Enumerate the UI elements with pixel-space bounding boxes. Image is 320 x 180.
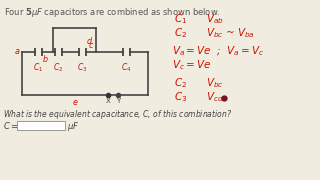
Text: $C_3$: $C_3$	[77, 61, 87, 73]
Text: d: d	[87, 37, 92, 46]
Text: $C_2$: $C_2$	[174, 76, 187, 90]
Text: Y: Y	[116, 98, 120, 104]
Text: $C_4$: $C_4$	[121, 61, 131, 73]
Text: $V_a = Ve$  ;  $V_a = V_c$: $V_a = Ve$ ; $V_a = V_c$	[172, 44, 264, 58]
Text: $V_{bc}$: $V_{bc}$	[206, 76, 224, 90]
Text: b: b	[43, 55, 48, 64]
Text: a: a	[15, 46, 20, 55]
Text: $C_1$: $C_1$	[33, 61, 43, 73]
Text: $C_1$: $C_1$	[174, 12, 187, 26]
Text: $V_c = Ve$: $V_c = Ve$	[172, 58, 211, 72]
Text: c: c	[89, 41, 93, 50]
Text: Four $\mathbf{5}\mu F$ capacitors are combined as shown below.: Four $\mathbf{5}\mu F$ capacitors are co…	[4, 6, 220, 19]
Text: $\mu F$: $\mu F$	[67, 120, 79, 133]
Text: What is the equivalent capacitance, $C$, of this combination?: What is the equivalent capacitance, $C$,…	[3, 108, 232, 121]
Text: $V_{cd}$: $V_{cd}$	[206, 90, 224, 104]
Text: e: e	[73, 98, 77, 107]
FancyBboxPatch shape	[17, 121, 65, 130]
Text: $V_{ab}$: $V_{ab}$	[206, 12, 224, 26]
Text: $C =$: $C =$	[3, 120, 19, 131]
Text: $C_2$: $C_2$	[174, 26, 187, 40]
Text: X: X	[106, 98, 110, 104]
Text: $V_{bc}$ ~ $V_{ba}$: $V_{bc}$ ~ $V_{ba}$	[206, 26, 255, 40]
Text: $C_3$: $C_3$	[174, 90, 187, 104]
Text: $C_2$: $C_2$	[53, 61, 63, 73]
